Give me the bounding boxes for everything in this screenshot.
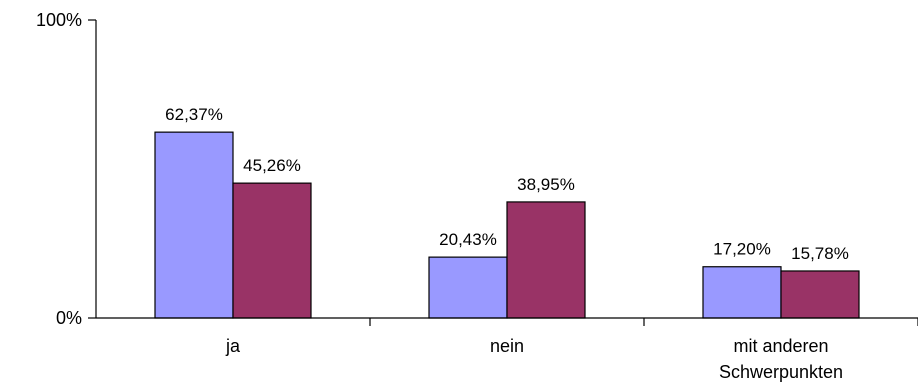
data-label: 20,43% — [439, 230, 497, 249]
axis-ticks — [88, 19, 918, 326]
chart-labels: 0% 100% 62,37% 45,26% ja 20,43% 38,95% nein 17,2… — [36, 10, 849, 382]
x-category-label-line: ja — [225, 336, 241, 356]
y-tick-label: 100% — [36, 10, 82, 30]
x-category-label-line: Schwerpunkten — [719, 362, 843, 382]
bar-series-1-nein — [428, 256, 508, 319]
x-category-label: mit anderen Schwerpunkten — [719, 336, 843, 382]
data-label: 45,26% — [243, 156, 301, 175]
data-label: 15,78% — [791, 244, 849, 263]
x-category-label: ja — [225, 336, 241, 356]
y-tick-label: 0% — [56, 308, 82, 328]
bar-series-1-mit-anderen-schwerpunkten — [702, 266, 782, 319]
x-category-label-line: mit anderen — [733, 336, 828, 356]
data-label: 38,95% — [517, 175, 575, 194]
x-category-label: nein — [490, 336, 524, 356]
x-category-label-line: nein — [490, 336, 524, 356]
data-label: 62,37% — [165, 105, 223, 124]
chart-marks — [154, 131, 860, 319]
bar-series-2-ja — [232, 182, 312, 319]
bar-series-1-ja — [154, 131, 234, 319]
bar-series-2-mit-anderen-schwerpunkten — [780, 270, 860, 319]
data-label: 17,20% — [713, 240, 771, 259]
bar-series-2-nein — [506, 201, 586, 319]
